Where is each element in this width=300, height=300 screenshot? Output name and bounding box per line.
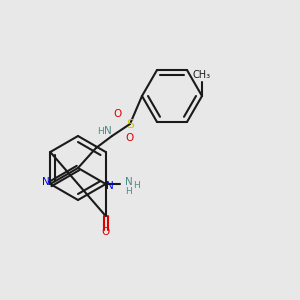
Text: N: N (104, 126, 112, 136)
Text: O: O (114, 109, 122, 119)
Text: N: N (42, 177, 50, 187)
Text: H: H (97, 128, 104, 136)
Text: N: N (106, 181, 114, 191)
Text: H: H (133, 182, 140, 190)
Text: H: H (125, 187, 132, 196)
Text: S: S (126, 118, 134, 130)
Text: O: O (102, 227, 110, 237)
Text: O: O (126, 133, 134, 143)
Text: CH₃: CH₃ (193, 70, 211, 80)
Text: N: N (125, 177, 133, 187)
